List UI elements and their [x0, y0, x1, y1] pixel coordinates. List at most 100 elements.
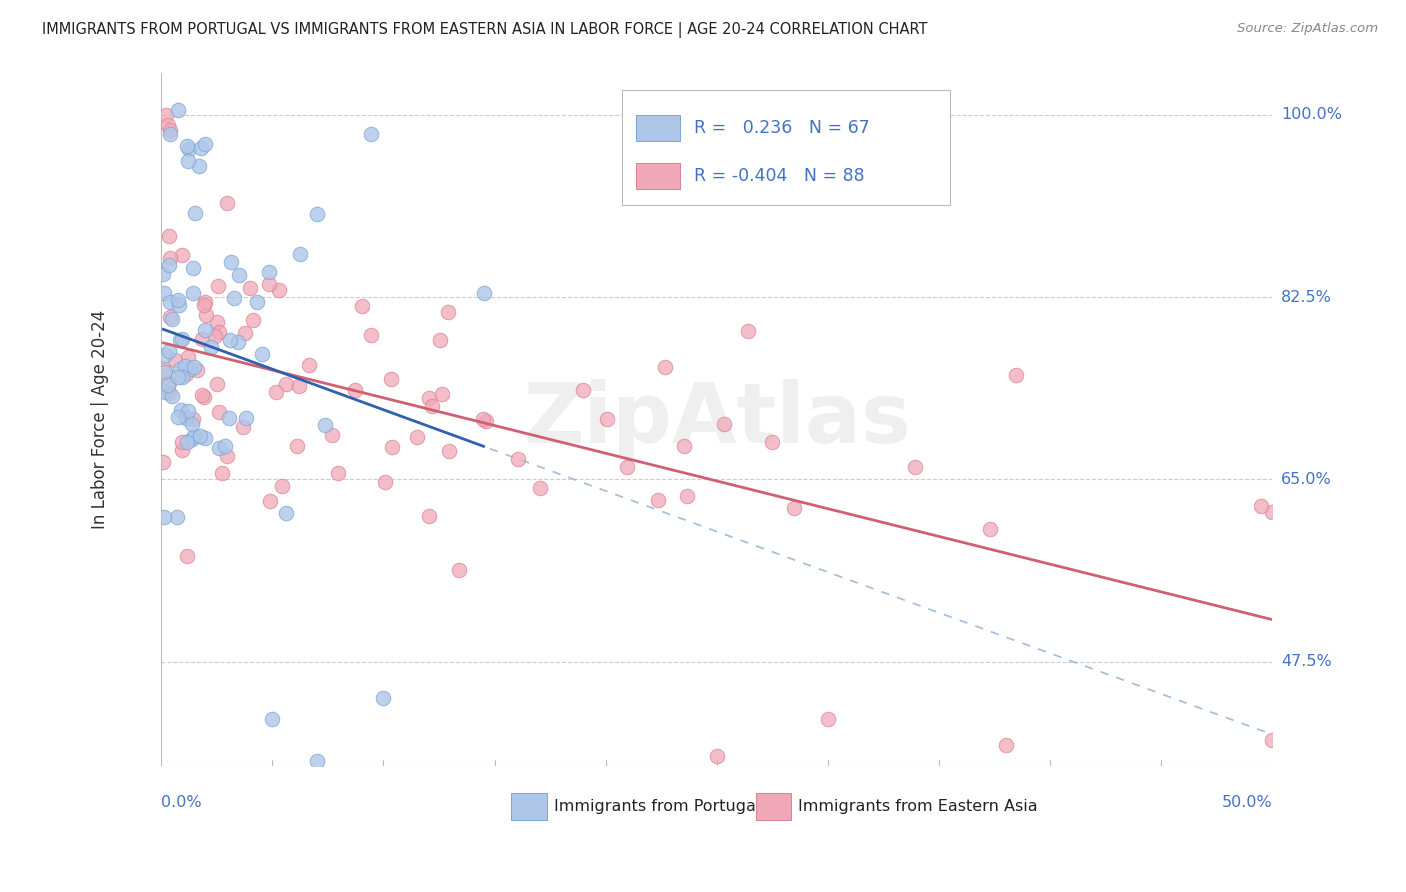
- Point: [157, 376, 180, 391]
- Point: [321, 427, 343, 442]
- Point: [215, 449, 238, 463]
- Point: [647, 492, 669, 507]
- Point: [420, 399, 443, 413]
- Point: [270, 479, 292, 493]
- Point: [193, 294, 215, 309]
- Point: [167, 293, 190, 308]
- Point: [166, 410, 188, 425]
- Point: [157, 343, 180, 358]
- Point: [200, 340, 222, 354]
- Point: [167, 103, 190, 117]
- Point: [160, 389, 183, 403]
- Text: Source: ZipAtlas.com: Source: ZipAtlas.com: [1237, 22, 1378, 36]
- Point: [406, 430, 429, 444]
- FancyBboxPatch shape: [636, 114, 681, 141]
- Point: [288, 246, 311, 260]
- Point: [183, 429, 205, 443]
- Point: [194, 323, 217, 337]
- Point: [177, 154, 200, 169]
- Point: [246, 294, 269, 309]
- Point: [430, 386, 453, 401]
- Text: 0.0%: 0.0%: [162, 796, 202, 810]
- Text: 100.0%: 100.0%: [1281, 107, 1341, 122]
- Point: [176, 411, 198, 425]
- Point: [381, 440, 404, 454]
- Point: [170, 332, 193, 346]
- Point: [159, 251, 181, 265]
- Point: [193, 298, 215, 312]
- Point: [287, 379, 309, 393]
- Point: [172, 434, 194, 449]
- Point: [475, 414, 498, 428]
- Point: [159, 127, 181, 141]
- Point: [439, 444, 461, 458]
- Point: [167, 298, 190, 312]
- Point: [194, 431, 217, 445]
- Point: [208, 405, 231, 419]
- Point: [207, 278, 229, 293]
- Point: [471, 412, 494, 426]
- Point: [676, 489, 699, 503]
- Point: [232, 419, 254, 434]
- Point: [166, 509, 188, 524]
- Text: R =   0.236   N = 67: R = 0.236 N = 67: [693, 119, 869, 136]
- Point: [782, 500, 804, 515]
- Point: [177, 404, 200, 418]
- Point: [190, 429, 212, 443]
- Point: [259, 265, 281, 279]
- Point: [761, 435, 783, 450]
- Text: 50.0%: 50.0%: [1222, 796, 1272, 810]
- Text: ZipAtlas: ZipAtlas: [523, 379, 911, 460]
- Point: [713, 417, 735, 431]
- Point: [307, 207, 329, 221]
- Point: [436, 305, 458, 319]
- Point: [1261, 733, 1284, 747]
- Point: [204, 328, 226, 343]
- Text: 65.0%: 65.0%: [1281, 472, 1331, 487]
- Point: [153, 365, 176, 379]
- Point: [373, 691, 395, 706]
- Point: [181, 260, 204, 275]
- Point: [159, 310, 181, 324]
- Point: [177, 350, 200, 364]
- Point: [159, 123, 181, 137]
- Point: [262, 712, 284, 726]
- Point: [276, 377, 298, 392]
- Point: [176, 434, 198, 449]
- Point: [169, 362, 191, 376]
- Point: [170, 402, 193, 417]
- Point: [616, 460, 638, 475]
- FancyBboxPatch shape: [623, 90, 950, 204]
- Point: [176, 139, 198, 153]
- Text: 82.5%: 82.5%: [1281, 290, 1331, 304]
- Point: [418, 509, 440, 524]
- Point: [257, 277, 280, 292]
- Point: [152, 455, 174, 469]
- Point: [157, 229, 180, 244]
- Point: [235, 411, 257, 425]
- Point: [508, 452, 530, 467]
- Point: [219, 255, 242, 269]
- Point: [155, 108, 177, 122]
- Point: [314, 417, 336, 432]
- Point: [170, 369, 193, 384]
- Point: [596, 412, 619, 426]
- FancyBboxPatch shape: [636, 163, 681, 189]
- Point: [180, 433, 202, 447]
- Point: [190, 332, 212, 346]
- FancyBboxPatch shape: [512, 793, 547, 820]
- Point: [159, 295, 181, 310]
- Point: [187, 159, 209, 173]
- Point: [233, 326, 256, 341]
- Point: [195, 308, 218, 322]
- Point: [374, 475, 396, 490]
- FancyBboxPatch shape: [756, 793, 792, 820]
- Point: [1250, 499, 1272, 513]
- Point: [183, 206, 205, 220]
- Point: [207, 315, 229, 329]
- Point: [285, 439, 308, 453]
- Text: Immigrants from Eastern Asia: Immigrants from Eastern Asia: [799, 799, 1038, 814]
- Text: In Labor Force | Age 20-24: In Labor Force | Age 20-24: [91, 310, 110, 529]
- Point: [205, 377, 228, 392]
- Point: [326, 466, 349, 480]
